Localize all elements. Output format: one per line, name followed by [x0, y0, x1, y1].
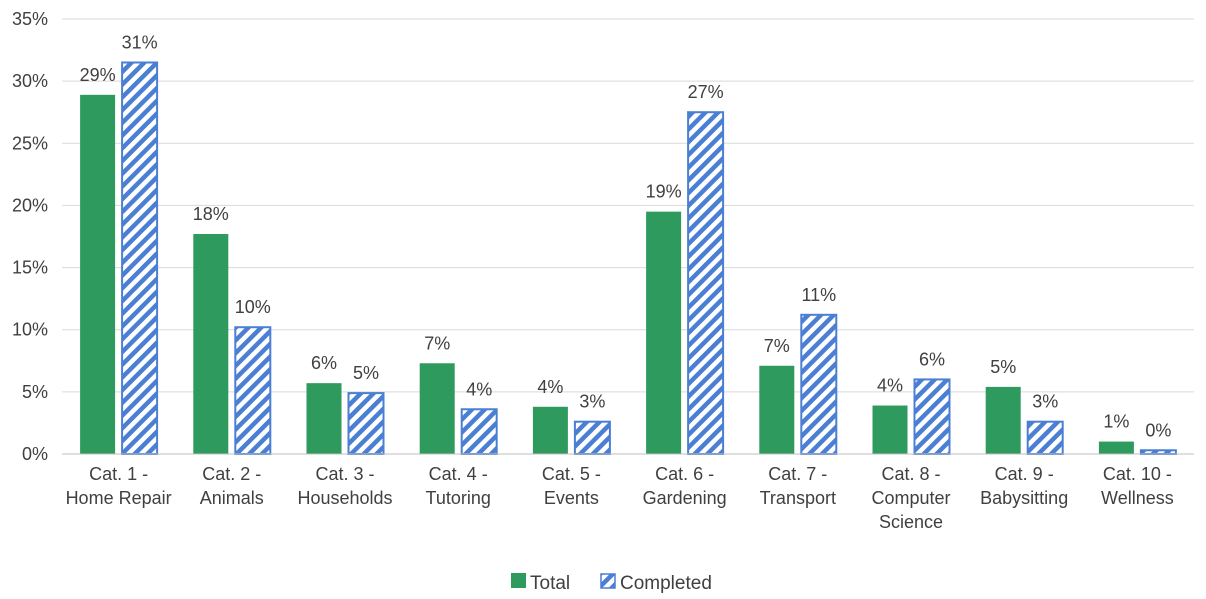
bar-completed [573, 420, 611, 455]
gridlines [62, 18, 1194, 393]
y-tick-label: 20% [12, 195, 48, 215]
x-tick-label: Gardening [643, 488, 727, 508]
legend-swatch-completed [600, 573, 616, 589]
data-label: 19% [646, 182, 682, 202]
data-label: 4% [466, 379, 492, 399]
data-label: 18% [193, 204, 229, 224]
data-label: 1% [1103, 412, 1129, 432]
data-label: 3% [1032, 392, 1058, 412]
x-tick-label: Cat. 7 - [768, 464, 827, 484]
bar-total [306, 383, 342, 454]
x-tick-label: Households [297, 488, 392, 508]
y-tick-label: 35% [12, 9, 48, 29]
legend: Total Completed [511, 573, 712, 594]
x-tick-label: Cat. 10 - [1103, 464, 1172, 484]
x-tick-label: Cat. 2 - [202, 464, 261, 484]
bar-completed [913, 378, 951, 455]
bar-completed [234, 326, 272, 456]
y-axis-tick-labels: 0% 5% 10% 15% 20% 25% 30% 35% [12, 9, 48, 464]
x-tick-label: Wellness [1101, 488, 1174, 508]
bar-total [1098, 441, 1134, 454]
data-label: 4% [537, 377, 563, 397]
data-label: 5% [990, 357, 1016, 377]
data-label: 7% [424, 333, 450, 353]
bar-total [419, 363, 455, 454]
bar-total [759, 365, 795, 454]
bars [80, 61, 1177, 456]
legend-label-completed: Completed [620, 573, 712, 594]
x-tick-label: Cat. 6 - [655, 464, 714, 484]
x-tick-label: Cat. 9 - [995, 464, 1054, 484]
data-label: 0% [1145, 420, 1171, 440]
y-tick-label: 0% [22, 444, 48, 464]
x-tick-label: Home Repair [66, 488, 172, 508]
y-tick-label: 15% [12, 258, 48, 278]
y-tick-label: 5% [22, 382, 48, 402]
bar-completed [1139, 449, 1177, 455]
y-tick-label: 30% [12, 71, 48, 91]
data-label: 4% [877, 376, 903, 396]
x-tick-label: Events [544, 488, 599, 508]
legend-label-total: Total [530, 573, 570, 594]
x-tick-label: Cat. 8 - [881, 464, 940, 484]
bar-completed [687, 111, 725, 455]
bar-completed [800, 313, 838, 455]
data-labels: 29% 31% 18% 10% 6% 5% 7% 4% 4% 3% 19% 27% 7% 11% 4% 6% 5… [80, 33, 1172, 441]
y-tick-label: 25% [12, 133, 48, 153]
x-tick-label: Science [879, 512, 943, 532]
data-label: 31% [122, 33, 158, 53]
x-tick-label: Transport [760, 488, 836, 508]
x-tick-label: Cat. 1 - [89, 464, 148, 484]
bar-total [532, 406, 568, 454]
data-label: 7% [764, 336, 790, 356]
bar-completed [121, 61, 159, 455]
data-label: 3% [579, 392, 605, 412]
y-tick-label: 10% [12, 320, 48, 340]
x-tick-label: Babysitting [980, 488, 1068, 508]
bar-total [872, 405, 908, 454]
legend-swatch-total [511, 573, 526, 588]
x-tick-label: Cat. 5 - [542, 464, 601, 484]
data-label: 29% [80, 65, 116, 85]
data-label: 10% [235, 297, 271, 317]
x-axis: Cat. 1 - Home Repair Cat. 2 - Animals Cat. 3… [62, 453, 1194, 532]
bar-completed [1026, 420, 1064, 455]
data-label: 11% [801, 285, 836, 305]
x-tick-label: Cat. 4 - [429, 464, 488, 484]
bar-total [985, 386, 1021, 454]
data-label: 6% [919, 349, 945, 369]
x-tick-label: Cat. 3 - [315, 464, 374, 484]
bar-total [80, 94, 116, 455]
x-tick-label: Animals [200, 488, 264, 508]
data-label: 5% [353, 363, 379, 383]
bar-total [193, 234, 229, 454]
bar-completed [460, 408, 498, 455]
bar-total [646, 211, 682, 454]
x-tick-label: Tutoring [426, 488, 491, 508]
bar-completed [347, 392, 385, 456]
x-tick-label: Computer [871, 488, 950, 508]
data-label: 27% [688, 82, 724, 102]
data-label: 6% [311, 353, 337, 373]
